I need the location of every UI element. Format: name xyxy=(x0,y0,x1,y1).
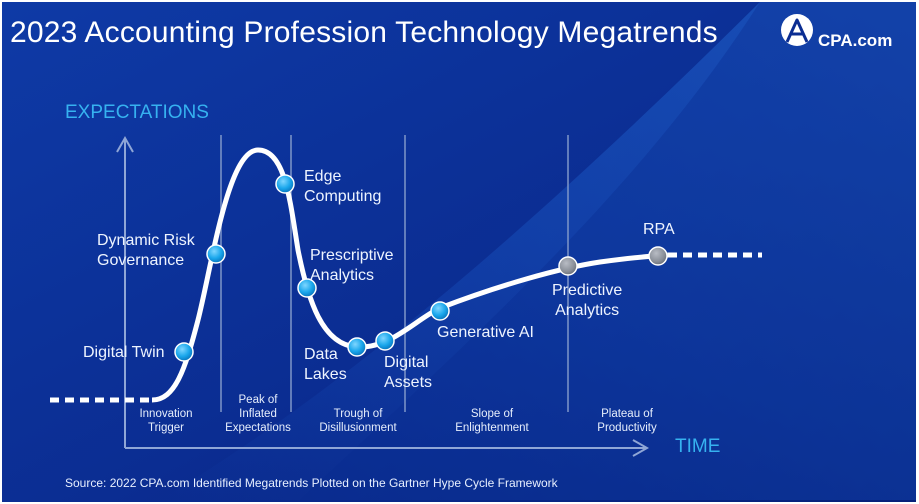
phase-label-plateau: Plateau of Productivity xyxy=(597,408,657,434)
y-axis-label: EXPECTATIONS xyxy=(65,102,209,123)
label-digital-twin: Digital Twin xyxy=(83,344,165,361)
technology-markers xyxy=(174,174,668,362)
label-edge-computing: Edge Computing xyxy=(304,168,382,205)
label-prescriptive-analytics: Prescriptive Analytics xyxy=(310,247,394,284)
marker-generative-ai xyxy=(430,301,450,321)
marker-digital-twin xyxy=(174,342,194,362)
phase-label-innovation-trigger: Innovation Trigger xyxy=(139,408,193,434)
label-digital-assets: Digital Assets xyxy=(384,354,433,391)
phase-label-slope: Slope of Enlightenment xyxy=(455,408,529,434)
label-predictive-analytics: Predictive Analytics xyxy=(552,282,623,319)
x-axis-arrowhead xyxy=(632,439,650,457)
axes xyxy=(116,135,650,457)
label-dynamic-risk-governance: Dynamic Risk Governance xyxy=(97,232,195,269)
marker-dynamic-risk-governance xyxy=(206,244,226,264)
slide-title: 2023 Accounting Profession Technology Me… xyxy=(10,16,718,49)
marker-rpa xyxy=(648,246,668,266)
background-sweep xyxy=(160,2,916,500)
phase-label-trough: Trough of Disillusionment xyxy=(319,408,397,434)
y-axis-arrowhead xyxy=(116,135,134,153)
phase-label-peak: Peak of Inflated Expectations xyxy=(225,394,291,434)
label-data-lakes: Data Lakes xyxy=(304,346,347,383)
background-shadow xyxy=(300,2,916,500)
label-rpa: RPA xyxy=(643,221,675,238)
label-generative-ai: Generative AI xyxy=(437,324,534,341)
cpa-logo-text: CPA.com xyxy=(818,31,893,50)
source-note: Source: 2022 CPA.com Identified Megatren… xyxy=(65,476,558,490)
marker-predictive-analytics xyxy=(558,256,578,276)
marker-prescriptive-analytics xyxy=(297,278,317,298)
cpa-logo-icon xyxy=(781,14,813,46)
x-axis-label: TIME xyxy=(675,436,721,457)
marker-edge-computing xyxy=(275,174,295,194)
marker-digital-assets xyxy=(375,331,395,351)
marker-data-lakes xyxy=(347,337,367,357)
